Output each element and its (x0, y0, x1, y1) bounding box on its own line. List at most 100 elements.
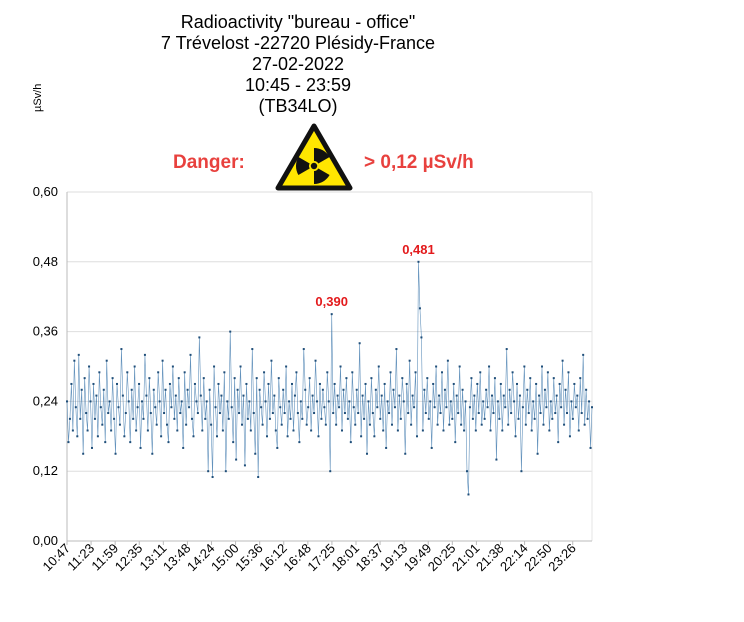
y-tick-label: 0,48 (33, 254, 58, 269)
data-point (377, 365, 380, 368)
data-point (491, 394, 493, 397)
data-point (576, 394, 579, 397)
data-point (151, 452, 154, 455)
data-point (218, 412, 221, 415)
data-point (532, 400, 535, 403)
y-tick-label: 0,36 (33, 324, 58, 339)
x-tick-label: 11:23 (64, 541, 97, 574)
data-point (564, 388, 567, 391)
data-point (251, 348, 254, 351)
data-point (574, 406, 577, 409)
data-point (163, 412, 166, 415)
data-point (480, 423, 483, 426)
data-point (85, 412, 88, 415)
data-point (349, 441, 352, 444)
data-point (149, 412, 152, 415)
data-point (161, 359, 164, 362)
data-point (361, 394, 364, 397)
data-point (99, 406, 102, 409)
data-point (418, 307, 421, 310)
y-axis-ticks: 0,00 0,12 0,24 0,36 0,48 0,60 (33, 184, 58, 548)
data-point (352, 406, 355, 409)
data-point (133, 365, 136, 368)
data-point (543, 388, 546, 391)
data-point (177, 377, 180, 380)
data-point (517, 417, 520, 420)
data-point (226, 400, 229, 403)
data-point (358, 342, 361, 345)
data-point (552, 377, 555, 380)
data-point (568, 435, 571, 438)
data-point (232, 441, 235, 444)
data-point (296, 412, 299, 415)
data-point (386, 400, 389, 403)
data-point (443, 388, 446, 391)
data-point (527, 412, 530, 415)
data-point (566, 412, 568, 415)
data-point (66, 400, 68, 403)
data-point (518, 394, 521, 397)
data-point (235, 458, 238, 461)
data-point (354, 423, 357, 426)
data-point (371, 412, 374, 415)
data-point (524, 423, 527, 426)
data-point (516, 382, 518, 385)
data-point (273, 394, 276, 397)
data-point (316, 400, 318, 403)
data-point (413, 406, 416, 409)
data-point (229, 330, 232, 333)
data-point (558, 382, 561, 385)
chart-grid (66, 191, 593, 542)
data-point (408, 359, 411, 362)
data-point (70, 382, 73, 385)
data-point (135, 429, 138, 432)
chart-title: Radioactivity "bureau - office" 7 Trével… (98, 12, 498, 117)
data-point (471, 417, 474, 420)
data-point (317, 435, 320, 438)
data-point (454, 441, 457, 444)
data-point (436, 423, 439, 426)
data-point (585, 388, 588, 391)
data-point (276, 446, 279, 449)
data-point (176, 429, 179, 432)
data-point (360, 435, 363, 438)
data-point (107, 412, 110, 415)
data-point (504, 406, 507, 409)
data-point (476, 382, 479, 385)
data-point (292, 429, 295, 432)
data-point (139, 446, 142, 449)
data-point (523, 365, 526, 368)
data-point (402, 400, 405, 403)
data-point (264, 400, 267, 403)
data-point (202, 377, 205, 380)
data-point (271, 412, 274, 415)
data-point (557, 441, 560, 444)
data-point (410, 423, 413, 426)
data-point (154, 406, 157, 409)
data-point (102, 388, 105, 391)
data-point (339, 365, 342, 368)
data-point (401, 377, 404, 380)
data-point (186, 388, 189, 391)
data-point (314, 359, 317, 362)
data-point (289, 417, 292, 420)
data-point (191, 417, 193, 420)
data-point (446, 359, 449, 362)
data-point (245, 382, 248, 385)
data-point (351, 371, 354, 374)
data-point (195, 400, 198, 403)
x-tick-label: 12:35 (112, 541, 146, 575)
data-point (130, 388, 133, 391)
data-point (383, 382, 386, 385)
data-point (311, 394, 314, 397)
data-point (227, 417, 230, 420)
data-point (414, 371, 417, 374)
data-point (254, 452, 257, 455)
data-point (493, 377, 496, 380)
data-point (498, 417, 501, 420)
y-tick-label: 0,24 (33, 393, 58, 408)
data-point (486, 406, 489, 409)
data-point (116, 382, 118, 385)
data-point (138, 382, 141, 385)
data-point (166, 423, 168, 426)
